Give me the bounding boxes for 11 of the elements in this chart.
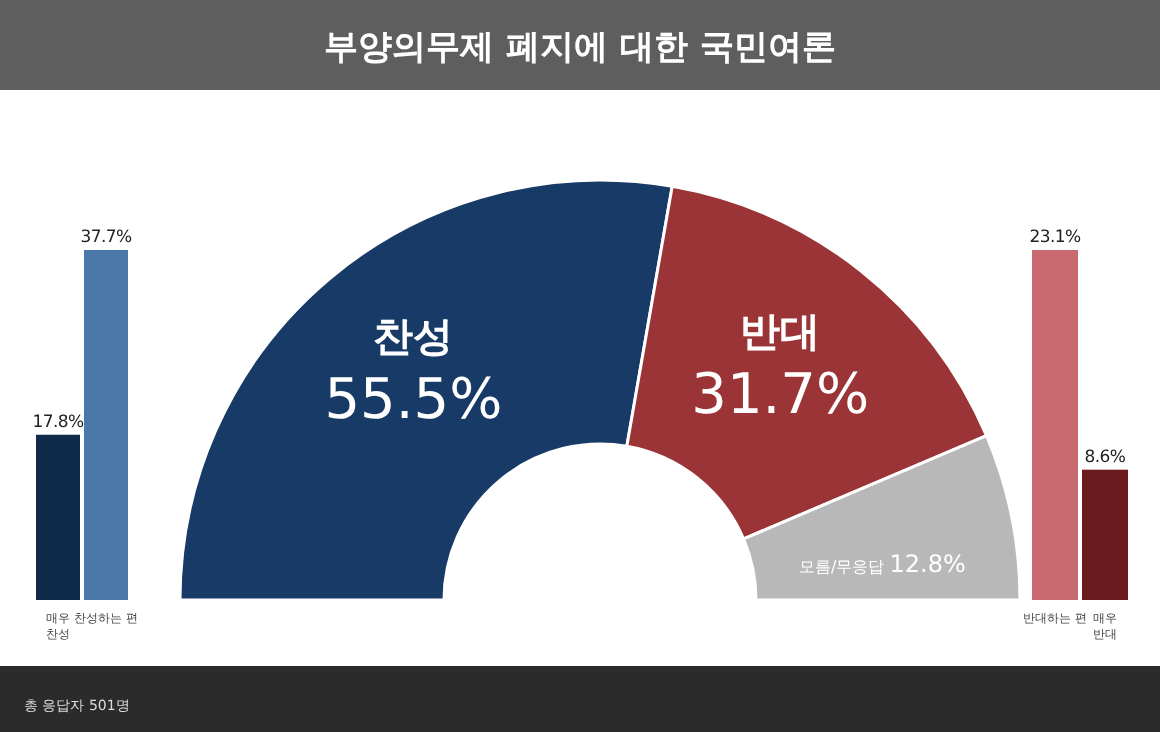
- data-label: 12.8%: [889, 550, 966, 579]
- data-label: 31.7%: [691, 360, 870, 427]
- data-label: 17.8%: [32, 412, 84, 433]
- data-label: 37.7%: [80, 228, 132, 248]
- slice-label: 반대: [740, 306, 821, 355]
- data-label: 55.5%: [324, 366, 503, 433]
- data-label: 8.6%: [1084, 447, 1126, 468]
- chart-title: 부양의무제 폐지에 대한 국민여론: [324, 28, 836, 68]
- slice-label: 모름/무응답: [798, 558, 890, 577]
- data-label: 23.1%: [1029, 228, 1081, 248]
- slice-label: 찬성: [373, 312, 454, 361]
